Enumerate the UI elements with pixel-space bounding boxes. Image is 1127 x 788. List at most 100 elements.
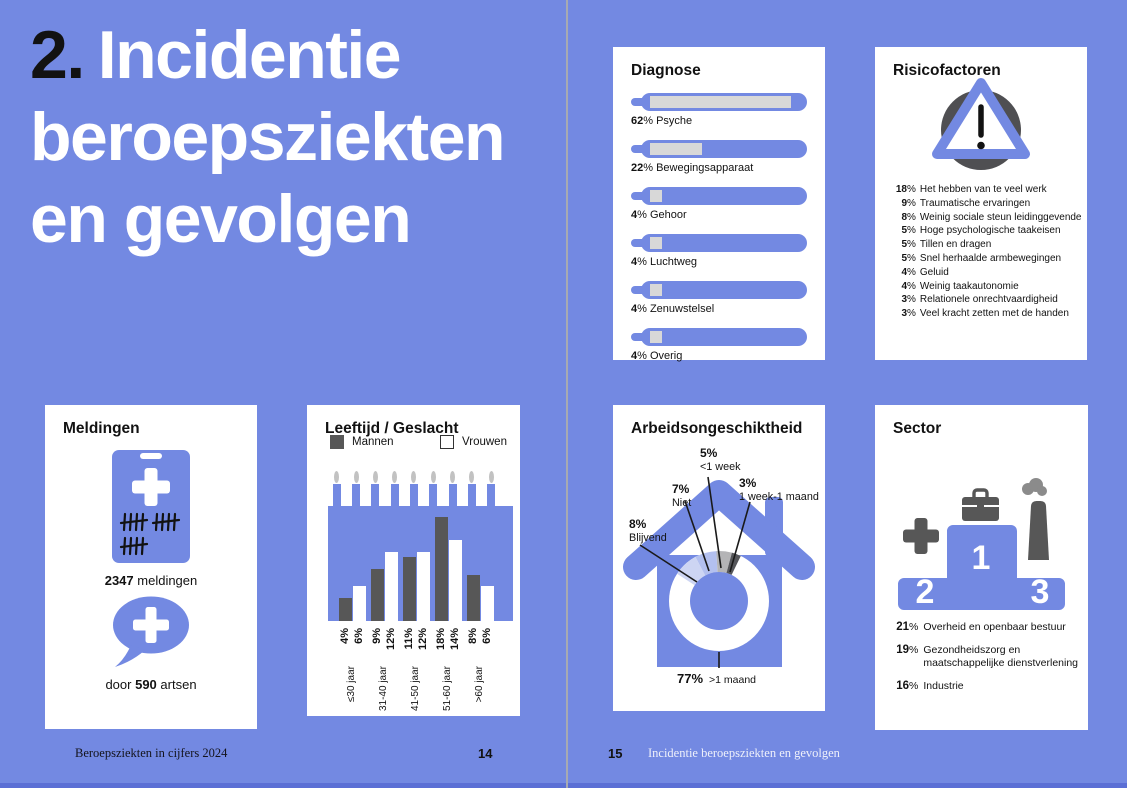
risk-factor-item: 18% Het hebben van te veel werk: [895, 184, 1047, 195]
bar-vrouwen: [449, 540, 462, 621]
value-label-vrouwen: 6%: [352, 628, 365, 644]
value-label-mannen: 18%: [434, 628, 447, 651]
sector-list: 21% Overheid en openbaar bestuur 19% Gezond…: [887, 621, 1084, 702]
age-category-label: 51-60 jaar: [441, 666, 453, 712]
thermometer-bulb: [631, 145, 649, 153]
diagnose-item: 4% Overig: [631, 328, 807, 362]
risk-factor-item: 3% Veel kracht zetten met de handen: [901, 308, 1069, 320]
panel-risicofactoren-title: Risicofactoren: [893, 62, 1001, 79]
thermometer-body: [641, 187, 807, 205]
thermometer-gauge: [631, 281, 807, 299]
phone-tally-icon: [112, 450, 190, 563]
segment-label-maand: 77% >1 maand: [677, 671, 757, 686]
thermometer-fill: [650, 143, 702, 155]
segment-label-blijvend: 8% Blijvend: [629, 517, 667, 544]
candle-flame-icon: [392, 471, 398, 483]
diagnose-label: 4% Luchtweg: [631, 256, 698, 268]
value-label-mannen: 8%: [466, 628, 479, 644]
chapter-title-line3: en gevolgen: [30, 181, 412, 257]
thermometer-fill: [650, 190, 662, 202]
risk-factor-item: 4% Weinig taakautonomie: [901, 280, 1019, 292]
thermometer-fill: [650, 331, 662, 343]
candle: [487, 484, 496, 506]
legend-swatch-mannen: [330, 435, 344, 449]
bar-vrouwen: [385, 552, 398, 621]
thermometer-body: [641, 281, 807, 299]
footer-book-title: Beroepsziekten in cijfers 2024: [75, 746, 228, 760]
thermometer-gauge: [631, 93, 807, 111]
panel-arbeidsongeschiktheid-title: Arbeidsongeschiktheid: [631, 420, 803, 437]
diagnose-item: 22% Bewegingsapparaat: [631, 140, 807, 174]
sector-item: 19% Gezondheidszorg en maatschappelijke d…: [896, 643, 1079, 670]
candle-flame-icon: [372, 471, 378, 483]
thermometer-body: [641, 93, 807, 111]
thermometer-gauge: [631, 234, 807, 252]
candle-flame-icon: [430, 471, 436, 483]
value-label-vrouwen: 6%: [480, 628, 493, 644]
value-label-mannen: 4%: [338, 628, 351, 644]
risk-factor-item: 8% Weinig sociale steun leidinggevende: [901, 211, 1082, 223]
thermometer-body: [641, 140, 807, 158]
chapter-title-line1: Incidentie: [97, 17, 402, 93]
podium-rank-3: 3: [1031, 573, 1050, 611]
page-number-right: 15: [608, 746, 623, 761]
candle-flame-icon: [353, 471, 359, 483]
value-label-mannen: 11%: [402, 628, 415, 650]
age-category-label: >60 jaar: [473, 666, 485, 703]
thermometer-fill: [650, 96, 791, 108]
footer-chapter-title: Incidentie beroepsziekten en gevolgen: [648, 746, 840, 760]
candle: [390, 484, 399, 506]
thermometer-gauge: [631, 187, 807, 205]
candle: [332, 484, 341, 506]
bar-mannen: [435, 517, 448, 621]
candle: [409, 484, 418, 506]
legend: Mannen Vrouwen: [307, 435, 520, 451]
panel-sector-title: Sector: [893, 420, 942, 437]
page-bottom-edge: [0, 783, 1127, 788]
thermometer-bulb: [631, 286, 649, 294]
value-label-mannen: 9%: [370, 628, 383, 644]
diagnose-label: 4% Overig: [631, 350, 683, 362]
cake-body: [328, 506, 513, 621]
thermometer-body: [641, 234, 807, 252]
donut-segment: [695, 551, 718, 576]
legend-swatch-vrouwen: [440, 435, 454, 449]
candle: [371, 484, 380, 506]
thermometer-body: [641, 328, 807, 346]
thermometer-gauge: [631, 328, 807, 346]
bar-vrouwen: [353, 586, 366, 621]
legend-label-mannen: Mannen: [352, 436, 394, 448]
age-category-label: 41-50 jaar: [409, 666, 421, 712]
bar-mannen: [467, 575, 480, 621]
thermometer-bulb: [631, 333, 649, 341]
panel-sector: Sector 1 2: [875, 405, 1088, 730]
thermometer-fill: [650, 284, 662, 296]
page-divider: [566, 0, 568, 788]
risk-factor-item: 5% Tillen en dragen: [901, 239, 992, 251]
candle-flame-icon: [469, 471, 475, 483]
risk-factor-item: 3% Relationele onrechtvaardigheid: [901, 294, 1058, 306]
meldingen-count: 2347 meldingen: [104, 573, 198, 588]
thermometer-fill: [650, 237, 662, 249]
risk-factor-item: 4% Geluid: [901, 266, 949, 278]
panel-arbeidsongeschiktheid: Arbeidsongeschiktheid 8% Blijvend 7% Nie…: [613, 405, 825, 711]
bar-mannen: [371, 569, 384, 621]
panel-leeftijd-geslacht: Leeftijd / Geslacht Mannen Vrouwen 4% 6% ≤…: [307, 405, 520, 716]
candle: [448, 484, 457, 506]
segment-label-1week: 5% <1 week: [700, 446, 741, 473]
thermometer-bulb: [631, 192, 649, 200]
diagnose-label: 4% Gehoor: [631, 209, 687, 221]
panel-leeftijd-title: Leeftijd / Geslacht: [325, 420, 459, 437]
candle-flame-icon: [411, 471, 417, 483]
candle-flame-icon: [488, 471, 494, 483]
value-label-vrouwen: 12%: [384, 628, 397, 651]
thermometer-bulb: [631, 98, 649, 106]
factory-chimney-icon: [1022, 478, 1049, 560]
diagnose-label: 4% Zenuwstelsel: [631, 303, 715, 315]
diagnose-item: 4% Zenuwstelsel: [631, 281, 807, 315]
candle-flame-icon: [334, 471, 340, 483]
thermometer-bulb: [631, 239, 649, 247]
panel-meldingen-title: Meldingen: [63, 420, 140, 437]
diagnose-item: 4% Gehoor: [631, 187, 807, 221]
medical-cross-icon: [903, 518, 939, 554]
